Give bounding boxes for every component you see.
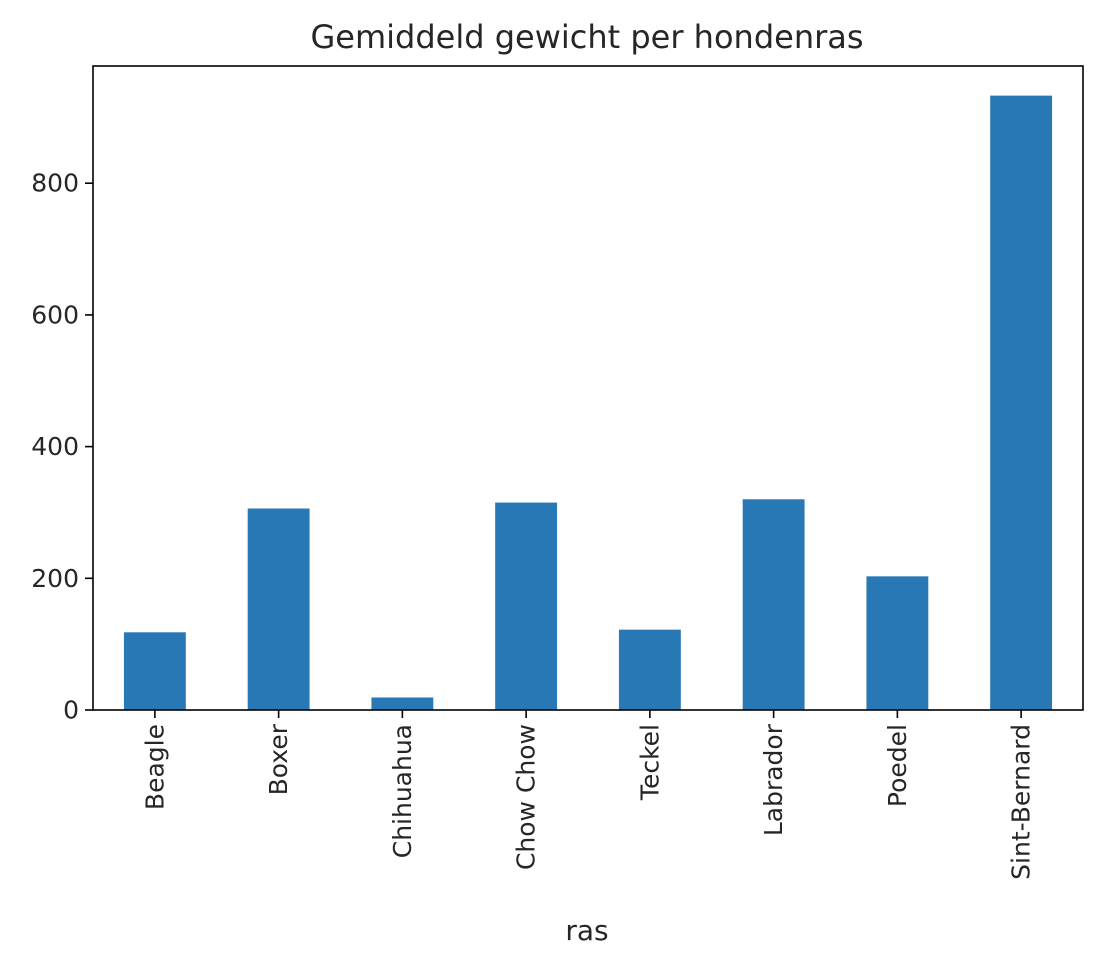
bar-poedel (866, 576, 929, 710)
plot-area-frame (92, 65, 1084, 711)
y-tick-label: 400 (31, 432, 79, 461)
x-axis-label: ras (565, 914, 608, 947)
x-tick-label-teckel: Teckel (635, 724, 664, 801)
x-axis-ticks: Beagle Boxer Chihuahua Chow Chow Teckel Labra… (140, 710, 1036, 880)
x-tick-label-poedel: Poedel (883, 724, 912, 807)
x-tick-label-sint-bernard: Sint-Bernard (1007, 724, 1036, 880)
bar-labrador (742, 499, 805, 710)
bar-sint-bernard (990, 95, 1053, 711)
y-tick-label: 200 (31, 564, 79, 593)
bar-teckel (618, 629, 681, 710)
bar-chow-chow (495, 502, 558, 710)
y-axis-ticks: 0 200 400 600 800 (31, 169, 93, 725)
y-tick-label: 0 (63, 696, 79, 725)
y-tick-label: 800 (31, 169, 79, 198)
bar-boxer (247, 508, 310, 710)
x-tick-label-beagle: Beagle (140, 724, 169, 810)
bar-beagle (123, 632, 186, 710)
x-tick-label-chihuahua: Chihuahua (388, 724, 417, 858)
x-tick-label-labrador: Labrador (759, 723, 788, 836)
y-tick-label: 600 (31, 300, 79, 329)
x-tick-label-boxer: Boxer (264, 723, 293, 795)
bars-group (123, 95, 1053, 711)
chart-title: Gemiddeld gewicht per hondenras (310, 18, 863, 56)
x-tick-label-chow-chow: Chow Chow (512, 724, 541, 870)
bar-chihuahua (371, 697, 434, 710)
